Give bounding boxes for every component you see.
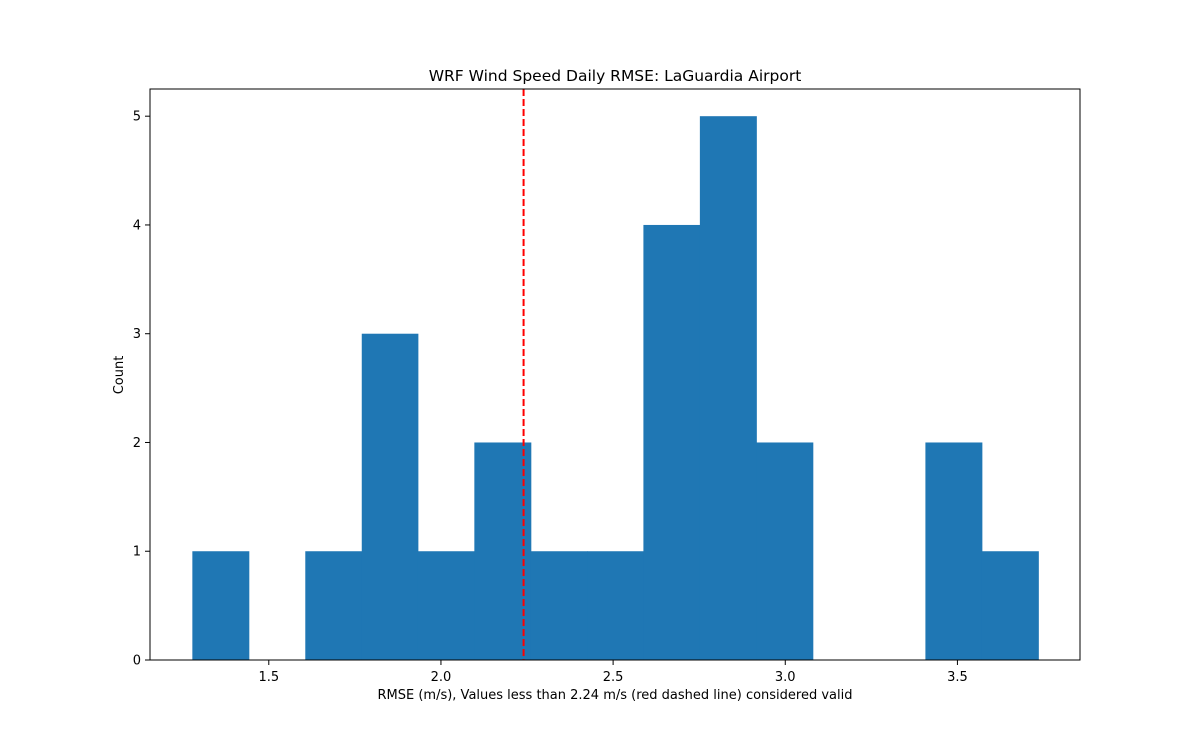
x-axis-ticks: 1.5 2.0 2.5 3.0 3.5 — [258, 660, 968, 685]
x-tick-label: 2.5 — [603, 670, 624, 685]
histogram-bar — [417, 551, 475, 660]
x-tick-label: 2.0 — [431, 670, 452, 685]
y-tick-label: 2 — [133, 436, 141, 451]
histogram-bar — [643, 224, 701, 660]
histogram-bar — [361, 333, 419, 660]
histogram-bar — [756, 442, 814, 660]
x-tick-label: 3.0 — [775, 670, 796, 685]
chart-title: WRF Wind Speed Daily RMSE: LaGuardia Air… — [429, 67, 802, 85]
y-tick-label: 5 — [133, 110, 141, 125]
y-tick-label: 1 — [133, 545, 141, 560]
y-tick-label: 3 — [133, 327, 141, 342]
x-axis-label: RMSE (m/s), Values less than 2.24 m/s (r… — [377, 688, 852, 703]
y-tick-label: 4 — [133, 218, 141, 233]
histogram-bar — [699, 116, 757, 660]
x-tick-label: 1.5 — [258, 670, 279, 685]
histogram-bar — [305, 551, 363, 660]
x-tick-label: 3.5 — [947, 670, 968, 685]
histogram-bar — [474, 442, 532, 660]
plot-frame — [149, 88, 1081, 661]
y-axis-label: Count — [112, 356, 127, 395]
histogram-bar — [530, 551, 588, 660]
histogram-bar — [981, 551, 1039, 660]
y-axis-ticks: 0 1 2 3 4 5 — [133, 110, 150, 669]
y-tick-label: 0 — [133, 654, 141, 669]
bars-group — [192, 116, 1039, 660]
histogram-bar — [587, 551, 644, 660]
histogram-bar — [192, 551, 250, 660]
histogram-bar — [925, 442, 983, 660]
